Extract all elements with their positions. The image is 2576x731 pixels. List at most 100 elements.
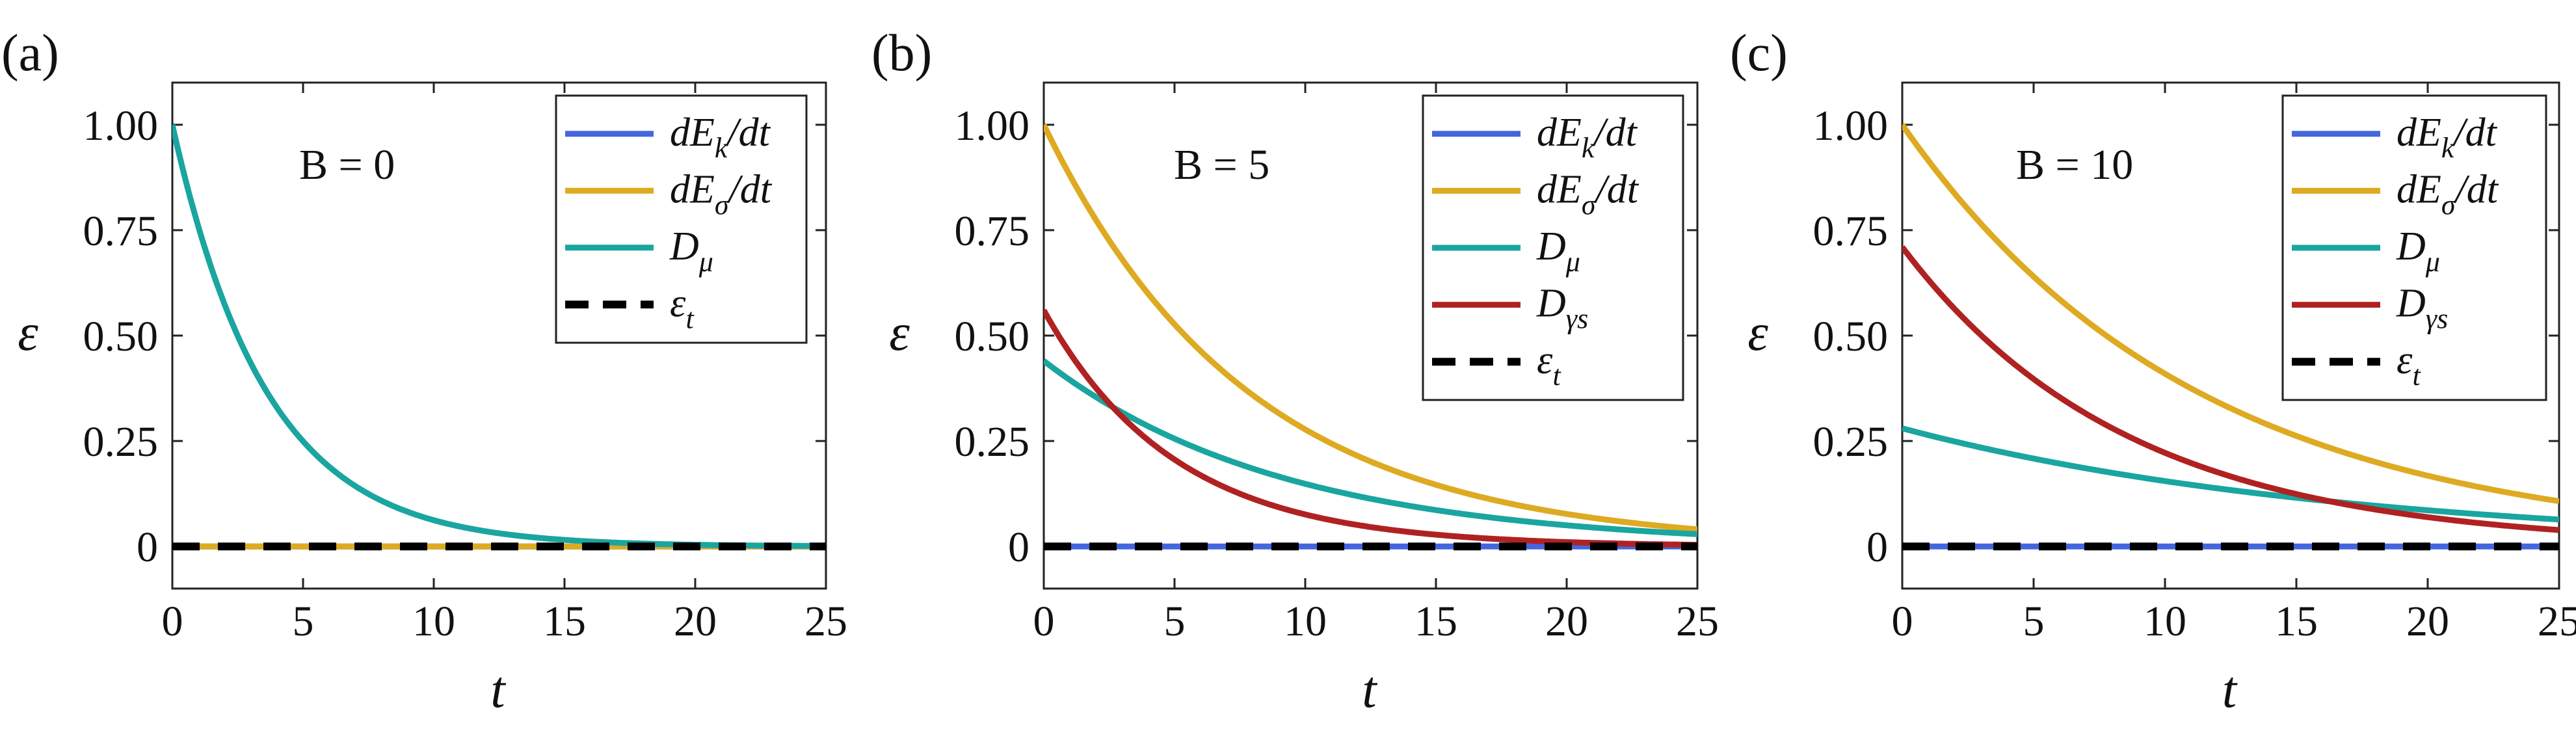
series-line-d [172,124,826,549]
legend-label: Dγs [2396,282,2448,335]
y-tick-label: 1.00 [83,102,159,150]
x-tick-label: 5 [1164,598,1186,645]
legend-label-sub: k [1582,132,1595,164]
legend-label-main: ε [1537,338,1553,382]
y-tick-label: 0.25 [955,418,1030,466]
x-tick-label: 0 [1033,598,1055,645]
y-tick-label: 1.00 [955,102,1030,150]
legend-label-sub: t [1552,360,1561,392]
x-tick-label: 20 [674,598,717,645]
x-tick-label: 15 [2275,598,2318,645]
legend-label-main: dE [670,167,715,211]
legend-label-main: dE [1537,167,1582,211]
legend-label-sub: μ [1565,246,1580,278]
y-axis-title: ε [1747,304,1768,362]
x-tick-label: 10 [2144,598,2186,645]
legend-label-sub: γs [1566,303,1588,335]
legend-label-main: dE [2397,167,2441,211]
y-tick-label: 0.25 [83,418,159,466]
legend-label-main: dE [2397,111,2441,155]
legend-label-tail: /dt [2454,167,2499,211]
legend-label: Dμ [2396,224,2440,278]
legend-label-sub: γs [2426,303,2448,335]
legend-label-main: D [1536,282,1566,326]
y-tick-label: 1.00 [1813,102,1889,150]
y-tick-label: 0.25 [1813,418,1889,466]
legend-label-sub: μ [2425,246,2440,278]
legend-label: εt [1537,338,1561,392]
legend-label: dEσ/dt [670,167,773,220]
series-line-de-dt [1044,123,1697,533]
legend-label-tail: /dt [1594,167,1640,211]
legend-label: Dγs [1536,282,1588,335]
legend-label-main: ε [670,281,686,325]
legend-label-main: dE [670,111,715,155]
legend-label: Dμ [1536,224,1580,278]
legend-label-sub: t [685,302,695,334]
series-line-d [1902,425,2559,523]
x-tick-label: 0 [1892,598,1913,645]
legend-label-main: dE [1537,111,1582,155]
b-annotation: B = 10 [2016,141,2133,189]
x-tick-label: 10 [1284,598,1327,645]
x-tick-label: 10 [412,598,455,645]
x-tick-label: 15 [543,598,586,645]
legend-label-main: D [2396,224,2426,269]
y-axis-title: ε [889,304,910,362]
legend-label: εt [2397,338,2421,392]
series-line-d [1044,358,1697,537]
y-tick-label: 0 [1008,524,1029,571]
legend-label-main: ε [2397,338,2413,382]
x-tick-label: 20 [2406,598,2449,645]
legend-label-main: D [2396,282,2426,326]
legend-label-main: D [669,224,699,269]
legend-label: dEk/dt [2397,111,2498,164]
legend-label-sub: k [715,132,728,164]
legend-label-tail: /dt [725,111,771,155]
y-tick-label: 0.50 [83,313,159,360]
legend-label: Dμ [669,224,713,278]
legend-label-sub: σ [2441,189,2457,220]
y-axis-title: ε [18,304,38,362]
legend-label-tail: /dt [1592,111,1638,155]
x-tick-label: 20 [1545,598,1588,645]
x-tick-label: 25 [2538,598,2576,645]
legend-label: dEσ/dt [2397,167,2499,220]
legend-label-sub: k [2441,132,2455,164]
y-tick-label: 0.75 [955,207,1030,255]
panel-label: (a) [1,25,59,82]
y-tick-label: 0.50 [955,313,1030,360]
b-annotation: B = 0 [299,141,395,189]
y-tick-label: 0.75 [83,207,159,255]
legend-label: dEk/dt [670,111,771,164]
legend-label-sub: σ [715,189,730,220]
y-tick-label: 0 [137,524,158,571]
panel-label: (c) [1730,25,1788,82]
legend-label: dEk/dt [1537,111,1638,164]
legend-label-tail: /dt [727,167,773,211]
y-tick-label: 0 [1866,524,1888,571]
y-tick-label: 0.50 [1813,313,1889,360]
y-tick-label: 0.75 [1813,207,1889,255]
x-tick-label: 0 [162,598,183,645]
legend-label-sub: t [2412,360,2421,392]
x-tick-label: 25 [1676,598,1719,645]
legend-label: dEσ/dt [1537,167,1640,220]
series-line-d-s [1044,308,1697,548]
legend-label-sub: μ [698,246,713,278]
x-tick-label: 15 [1414,598,1457,645]
legend-label: εt [670,281,695,334]
series-line-de-dt [1902,123,2559,505]
x-tick-label: 5 [293,598,314,645]
legend-label-tail: /dt [2452,111,2497,155]
x-axis-title: t [2222,661,2238,719]
x-tick-label: 25 [804,598,847,645]
panel-label: (b) [871,25,932,82]
